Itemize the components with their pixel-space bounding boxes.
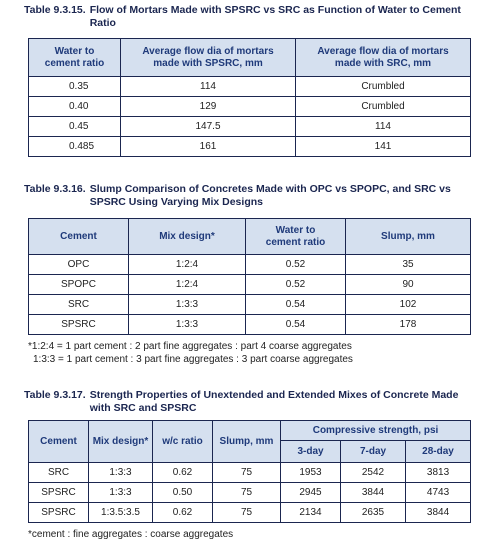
cell: 4743 [404,482,472,503]
cell: 147.5 [120,116,296,137]
cell: 35 [345,254,471,275]
cell: 75 [212,462,281,483]
cell: 75 [212,502,281,523]
cell: 114 [295,116,471,137]
cell: 90 [345,274,471,295]
caption-title: Strength Properties of Unextended and Ex… [89,389,459,414]
cell: 1:3:3 [88,482,153,503]
row: 0.485 161 141 [28,136,471,157]
table: Cement Mix design* Water to cement ratio Sl… [28,218,471,335]
cell: 0.485 [28,136,121,157]
cell: Crumbled [295,76,471,97]
cell: 114 [120,76,296,97]
caption: Table 9.3.15. Flow of Mortars Made with S… [24,4,464,30]
row: SPOPC 1:2:4 0.52 90 [28,274,471,295]
cell: SPSRC [28,482,89,503]
cell: 0.52 [245,254,346,275]
header-cell: Average flow dia of mortars made with SR… [295,38,471,77]
caption-title: Flow of Mortars Made with SPSRC vs SRC a… [89,4,461,29]
note: *cement : fine aggregates : coarse aggre… [28,529,234,540]
header-cell: Slump, mm [212,420,281,463]
caption-title: Slump Comparison of Concretes Made with … [89,183,451,208]
cell: SPSRC [28,502,89,523]
row: 0.45 147.5 114 [28,116,471,137]
cell: 0.62 [152,462,213,483]
header-cell: 3-day [280,440,341,463]
cell: 0.35 [28,76,121,97]
cell: 129 [120,96,296,117]
header-cell: Water to cement ratio [28,38,121,77]
header-cell: Water to cement ratio [245,218,346,255]
note: 1:3:3 = 1 part cement : 3 part fine aggr… [33,354,353,365]
cell: 3813 [404,462,472,483]
row: SPSRC 1:3:3 0.50 75 2945 3844 4743 [28,482,472,503]
cell: 2134 [280,502,341,523]
row: SPSRC 1:3.5:3.5 0.62 75 2134 2635 3844 [28,502,472,523]
cell: 3844 [340,482,406,503]
row: SPSRC 1:3:3 0.54 178 [28,314,471,335]
cell: 2635 [340,502,406,523]
row: 0.40 129 Crumbled [28,96,471,117]
cell: 141 [295,136,471,157]
cell: 102 [345,294,471,315]
cell: 178 [345,314,471,335]
row: 0.35 114 Crumbled [28,76,471,97]
row: SRC 1:3:3 0.54 102 [28,294,471,315]
cell: 0.52 [245,274,346,295]
header-cell: Cement [28,218,129,255]
caption-label: Table 9.3.15. [24,4,86,16]
cell: 0.62 [152,502,213,523]
header-cell: Slump, mm [345,218,471,255]
cell: 75 [212,482,281,503]
cell: 0.54 [245,294,346,315]
table: Cement Mix design* w/c ratio Slump, mm Compr… [28,420,472,523]
header-cell: Average flow dia of mortars made with SP… [120,38,296,77]
cell: SPOPC [28,274,129,295]
row: SRC 1:3:3 0.62 75 1953 2542 3813 [28,462,472,483]
cell: 1953 [280,462,341,483]
cell: 2945 [280,482,341,503]
caption-label: Table 9.3.16. [24,183,86,195]
cell: 3844 [404,502,472,523]
cell: 1:3:3 [128,294,246,315]
cell: 0.45 [28,116,121,137]
header-cell: 28-day [404,440,472,463]
table: Water to cement ratio Average flow dia of… [28,38,471,157]
cell: 2542 [340,462,406,483]
cell: 1:3.5:3.5 [88,502,153,523]
header-cell: 7-day [340,440,406,463]
cell: 0.50 [152,482,213,503]
header-cell: Cement [28,420,89,463]
cell: 0.40 [28,96,121,117]
cell: 1:2:4 [128,274,246,295]
cell: SRC [28,462,89,483]
caption-label: Table 9.3.17. [24,389,86,401]
cell: 0.54 [245,314,346,335]
cell: 1:3:3 [128,314,246,335]
header-cell: Mix design* [128,218,246,255]
header-cell: Compressive strength, psi [279,420,472,441]
cell: Crumbled [295,96,471,117]
caption: Table 9.3.17. Strength Properties of Unex… [24,389,464,415]
header-cell: w/c ratio [152,420,213,463]
cell: 1:3:3 [88,462,153,483]
cell: SRC [28,294,129,315]
cell: 1:2:4 [128,254,246,275]
cell: SPSRC [28,314,129,335]
cell: OPC [28,254,129,275]
note: *1:2:4 = 1 part cement : 2 part fine agg… [28,341,352,352]
row: OPC 1:2:4 0.52 35 [28,254,471,275]
caption: Table 9.3.16. Slump Comparison of Concret… [24,183,464,209]
cell: 161 [120,136,296,157]
header-cell: Mix design* [88,420,153,463]
